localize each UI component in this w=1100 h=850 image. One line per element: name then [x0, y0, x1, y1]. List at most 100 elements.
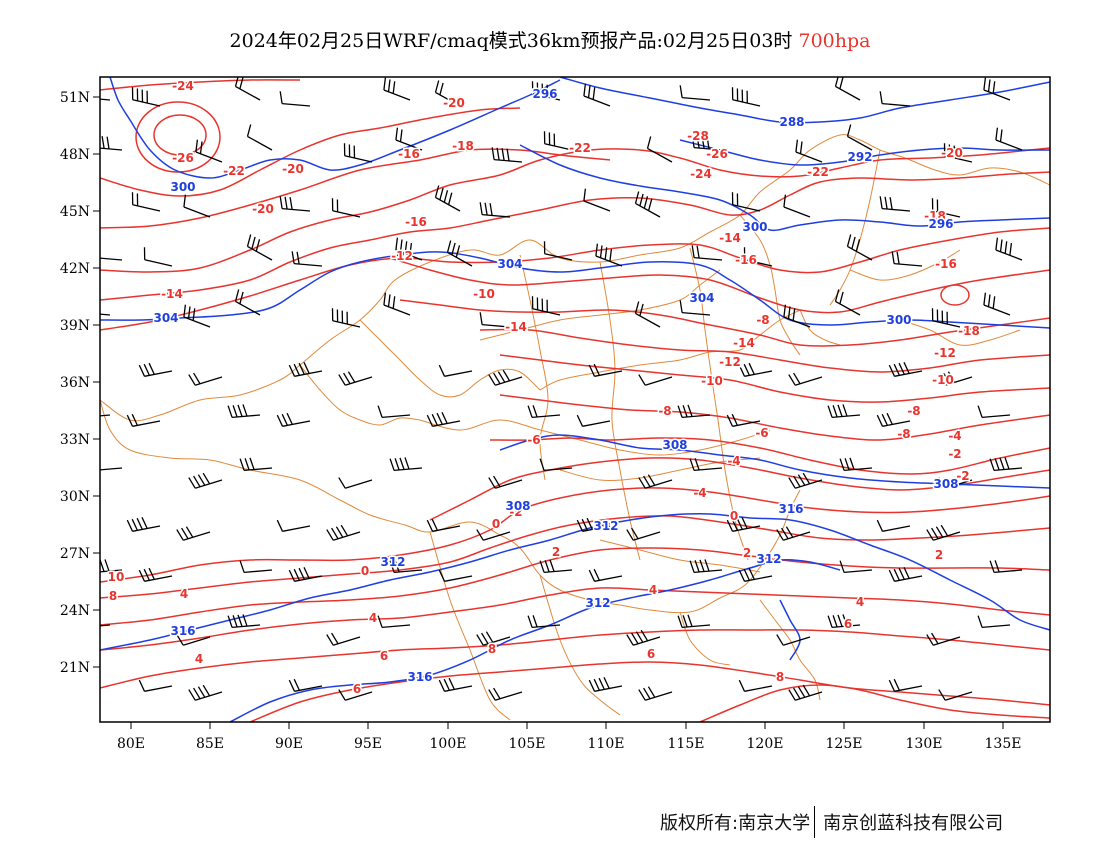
wind-barb: [326, 632, 361, 646]
wind-barb: [227, 614, 261, 629]
wind-barb: [691, 245, 723, 261]
wind-barb: [100, 257, 123, 261]
border-line: [599, 539, 761, 573]
wind-barb: [583, 83, 611, 107]
wind-barb: [576, 517, 611, 532]
wind-barb: [288, 362, 323, 377]
wind-barb: [188, 372, 223, 386]
temperature-contour: [100, 147, 1050, 273]
wind-barb: [246, 124, 273, 151]
wind-barb: [677, 614, 711, 629]
height-contour: [559, 77, 1050, 124]
height-contour: [100, 513, 1050, 651]
wind-barb: [279, 91, 311, 107]
wind-barb: [527, 405, 561, 419]
wind-barb: [438, 364, 473, 377]
wind-barb: [626, 527, 661, 541]
temperature-label: -8: [897, 427, 910, 441]
cold-center-inner: [153, 114, 207, 156]
lat-label: 39N: [60, 318, 90, 334]
border-line: [829, 149, 881, 306]
lon-label: 85E: [196, 736, 224, 752]
wind-barb: [389, 457, 423, 472]
height-label: 300: [886, 313, 911, 327]
lat-label: 42N: [60, 261, 90, 277]
wind-barb: [738, 362, 773, 377]
temperature-label: 6: [844, 617, 852, 631]
wind-barb: [100, 624, 111, 627]
lat-label: 21N: [60, 660, 90, 676]
wind-barb: [395, 127, 423, 151]
border-line: [739, 214, 801, 356]
wind-barb: [583, 188, 611, 212]
wind-barb: [646, 136, 673, 163]
temperature-label: -18: [958, 324, 980, 338]
wind-barb: [138, 362, 173, 377]
wind-barb: [100, 414, 111, 417]
wind-barb: [276, 412, 311, 427]
wind-barb: [377, 405, 411, 419]
temperature-label: -2: [956, 469, 969, 483]
lon-label: 100E: [430, 736, 467, 752]
temperature-label: -20: [443, 96, 465, 110]
height-label: 316: [778, 502, 803, 516]
wind-barb: [331, 308, 361, 328]
contour-labels: -24-26-22-20-20-16-18 -22-28-26-24-20-22-…: [106, 78, 981, 698]
temperature-label: -12: [391, 249, 413, 263]
wind-barb: [543, 131, 573, 151]
height-label: 308: [933, 477, 958, 491]
temperature-contour: [479, 328, 1050, 373]
wind-barb: [834, 289, 861, 316]
temperature-label: -22: [569, 141, 591, 155]
wind-barb: [338, 689, 373, 701]
temperature-label: -22: [807, 165, 829, 179]
temperature-label: -10: [473, 287, 495, 301]
wind-barb: [438, 677, 473, 692]
temperature-label: -2: [509, 505, 522, 519]
wind-barb: [288, 567, 323, 582]
height-contour: [499, 434, 1050, 489]
wind-barb: [891, 251, 923, 267]
wind-barb: [731, 87, 761, 107]
temperature-label: -4: [727, 454, 740, 468]
height-label: 312: [756, 552, 781, 566]
height-contour: [100, 251, 1050, 329]
temperature-label: -24: [172, 79, 194, 93]
wind-barb: [195, 139, 223, 163]
wind-barb: [383, 77, 411, 101]
temperature-label: 8: [776, 670, 784, 684]
height-label: 300: [170, 180, 195, 194]
height-label: 296: [532, 87, 557, 101]
temperature-label: 4: [195, 652, 203, 666]
wind-barb: [989, 457, 1023, 472]
wind-barb: [938, 371, 973, 386]
wind-barb: [326, 524, 361, 541]
height-label: 308: [505, 499, 530, 513]
wind-barb: [138, 679, 173, 692]
height-label: 312: [380, 555, 405, 569]
height-label: 292: [847, 150, 872, 164]
lon-label: 90E: [275, 736, 303, 752]
wind-barb: [595, 243, 623, 267]
border-line: [299, 364, 421, 426]
lon-label: 125E: [826, 736, 863, 752]
wind-barb: [888, 362, 923, 377]
wind-barb: [246, 234, 273, 261]
wind-barb: [689, 559, 723, 574]
wind-barb: [488, 475, 523, 489]
border-line: [899, 319, 1021, 346]
closed-contour: [940, 284, 970, 306]
wind-barb: [634, 191, 661, 218]
temperature-label: -18: [924, 209, 946, 223]
temperature-label: -20: [252, 202, 274, 216]
wind-barb: [138, 567, 173, 582]
wind-barb: [788, 372, 823, 386]
wind-barb: [176, 526, 211, 541]
wind-barbs: [100, 77, 1023, 701]
border-line: [679, 611, 731, 666]
temperature-contour: [100, 515, 1050, 599]
border-line: [429, 531, 511, 721]
wind-barb: [795, 139, 823, 163]
lat-label: 48N: [60, 147, 90, 163]
